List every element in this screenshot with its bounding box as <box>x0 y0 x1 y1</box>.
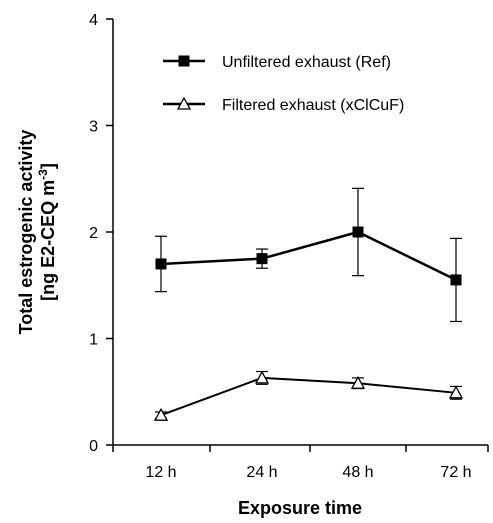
legend: Unfiltered exhaust (Ref) Filtered exhaus… <box>163 54 404 114</box>
y-tick-label: 0 <box>89 438 98 455</box>
legend-label-filtered: Filtered exhaust (xClCuF) <box>222 97 404 114</box>
series-line <box>160 230 457 282</box>
legend-item-unfiltered: Unfiltered exhaust (Ref) <box>163 54 391 71</box>
y-axis-title-line1: Total estrogenic activity <box>16 130 36 335</box>
data-point <box>450 274 462 286</box>
x-axis-title: Exposure time <box>238 498 362 518</box>
y-axis-title-line2-sup: -3 <box>36 169 50 180</box>
x-tick-label: 24 h <box>246 464 277 481</box>
series-filtered <box>153 370 464 421</box>
legend-label-unfiltered: Unfiltered exhaust (Ref) <box>222 54 391 71</box>
data-point <box>254 370 270 384</box>
y-tick-label: 2 <box>89 225 98 242</box>
series-line <box>160 376 457 417</box>
data-point <box>153 407 169 421</box>
x-tick-label: 72 h <box>440 464 471 481</box>
data-point <box>352 226 364 238</box>
y-tick-label: 4 <box>89 12 98 29</box>
x-tick-label: 12 h <box>145 464 176 481</box>
series-unfiltered <box>155 187 462 323</box>
x-tick-label: 48 h <box>342 464 373 481</box>
data-point <box>448 385 464 399</box>
y-tick-label: 1 <box>89 332 98 349</box>
y-axis-title-line2: [ng E2-CEQ m-3] <box>36 163 58 301</box>
data-point <box>350 375 366 389</box>
legend-marker-triangle-icon <box>176 96 192 110</box>
y-axis-title-line2-prefix: [ng E2-CEQ m <box>38 180 58 301</box>
legend-item-filtered: Filtered exhaust (xClCuF) <box>163 96 404 114</box>
data-point <box>256 253 268 265</box>
data-point <box>155 258 167 270</box>
legend-marker-square-icon <box>178 55 190 67</box>
y-tick-label: 3 <box>89 119 98 136</box>
y-axis-title-line2-suffix: ] <box>38 163 58 169</box>
